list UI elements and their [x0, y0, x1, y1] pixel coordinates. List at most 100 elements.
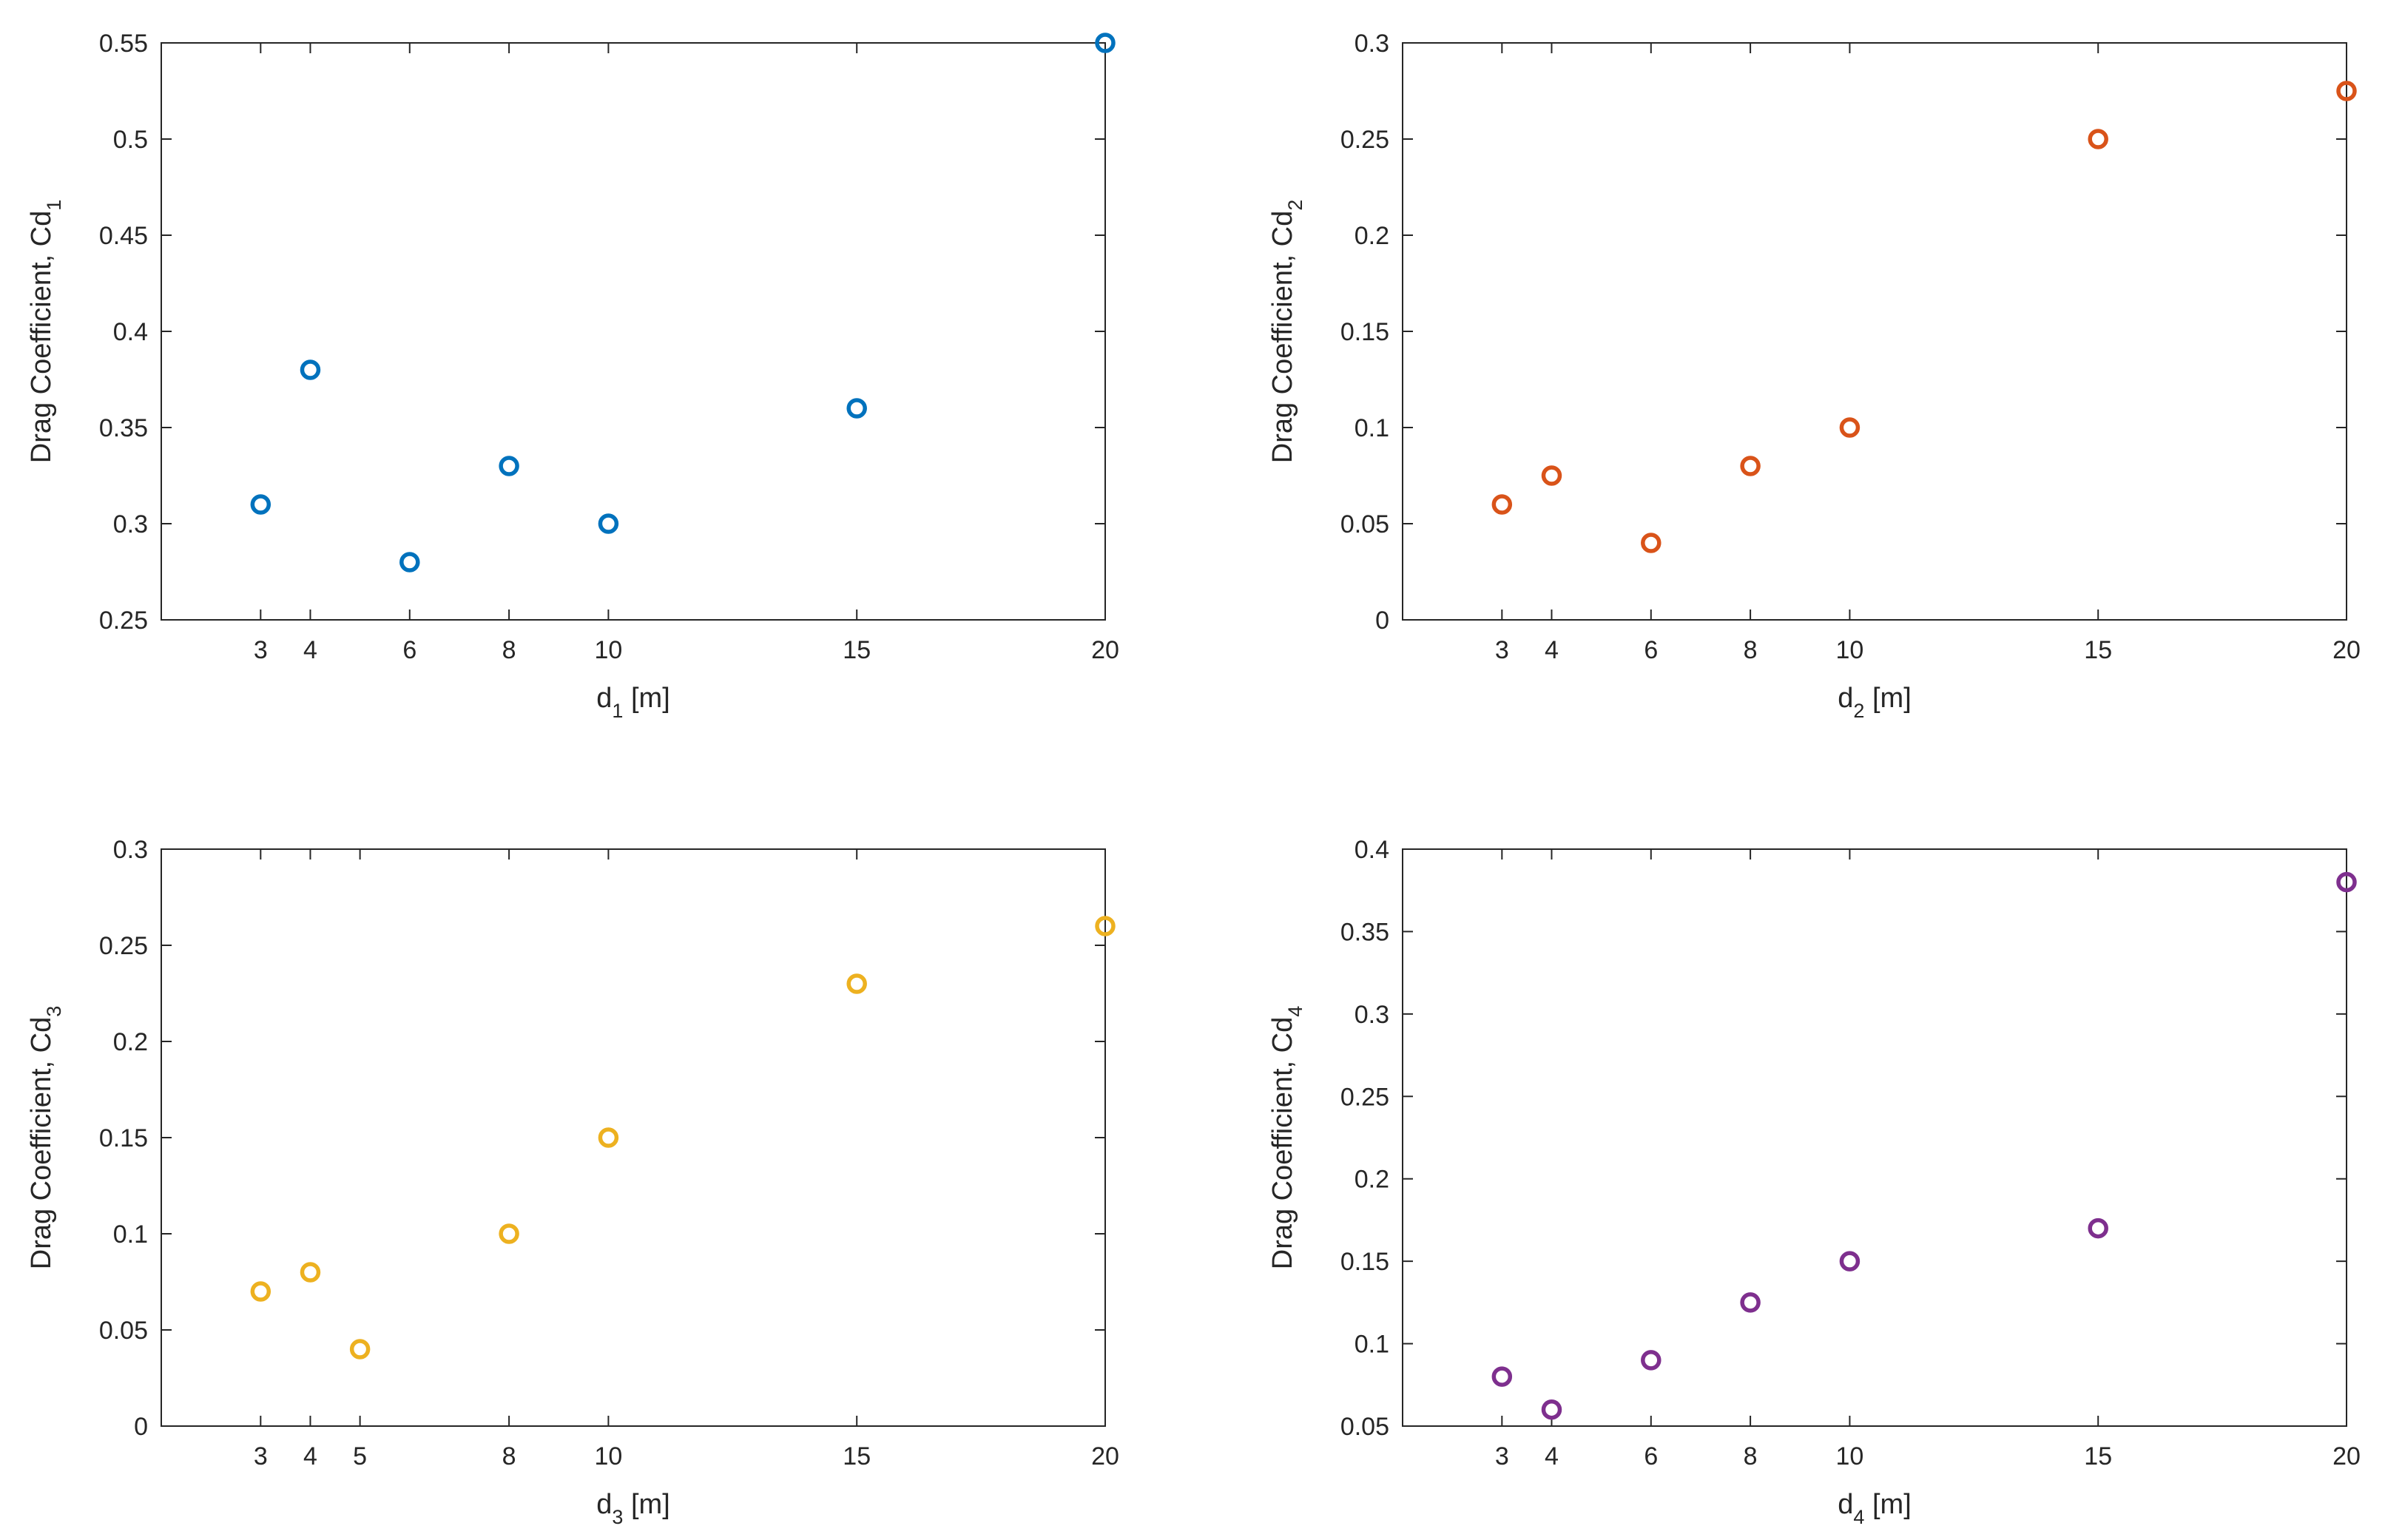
y-tick-label: 0.25 [99, 607, 148, 635]
y-axis-label: Drag Coefficient, Cd2 [1267, 200, 1306, 464]
y-tick-label: 0.25 [1340, 1083, 1389, 1111]
y-axis-label-base: Drag Coefficient, Cd [1267, 1017, 1298, 1269]
x-axis-label-base: d [1838, 1489, 1853, 1520]
data-point [2336, 81, 2357, 101]
data-point [846, 398, 867, 419]
x-tick-label: 8 [1744, 636, 1758, 664]
x-tick-label: 10 [1836, 1442, 1864, 1470]
y-tick-label: 0.3 [113, 510, 148, 538]
y-axis-label: Drag Coefficient, Cd3 [26, 1006, 65, 1270]
x-axis-label-base: d [596, 683, 612, 714]
data-point [349, 1339, 371, 1360]
x-tick-label: 5 [353, 1442, 367, 1470]
y-tick-label: 0.35 [99, 414, 148, 442]
x-tick-label: 10 [595, 636, 623, 664]
data-point [300, 1262, 321, 1283]
x-tick-label: 4 [1545, 636, 1559, 664]
y-tick-label: 0.35 [1340, 918, 1389, 946]
y-axis-label-subscript: 3 [43, 1006, 65, 1017]
data-point [1541, 1399, 1562, 1420]
x-tick-label: 10 [1836, 636, 1864, 664]
data-point [1641, 533, 1662, 553]
y-tick-label: 0.15 [1340, 1248, 1389, 1276]
y-axis-label-base: Drag Coefficient, Cd [26, 211, 57, 463]
x-tick-label: 15 [843, 636, 871, 664]
data-point [1740, 1292, 1761, 1313]
y-tick-label: 0.3 [1355, 30, 1389, 58]
x-axis-label: d3 [m] [596, 1489, 670, 1528]
y-tick-label: 0.4 [113, 318, 148, 346]
plot-area [1402, 42, 2347, 621]
y-axis-label-subscript: 2 [1284, 200, 1306, 211]
y-tick-label: 0.55 [99, 30, 148, 58]
y-axis-label-subscript: 1 [43, 200, 65, 211]
y-tick-label: 0.2 [1355, 222, 1389, 250]
x-axis-label: d2 [m] [1838, 683, 1912, 722]
x-axis-label-unit: [m] [1864, 1489, 1911, 1520]
x-tick-label: 3 [254, 636, 268, 664]
y-tick-label: 0.3 [113, 836, 148, 864]
y-tick-label: 0.25 [99, 932, 148, 960]
data-point [2088, 129, 2108, 149]
x-tick-label: 6 [1644, 636, 1658, 664]
data-point [598, 1127, 619, 1148]
x-tick-label: 15 [2084, 636, 2112, 664]
plot-area [1402, 848, 2347, 1427]
x-tick-label: 6 [1644, 1442, 1658, 1470]
data-point [1491, 1366, 1513, 1387]
y-tick-label: 0 [134, 1413, 148, 1441]
x-tick-label: 6 [402, 636, 416, 664]
y-tick-label: 0.15 [1340, 318, 1389, 346]
data-point [1641, 1350, 1662, 1371]
x-tick-label: 10 [595, 1442, 623, 1470]
y-axis-label-subscript: 4 [1284, 1006, 1306, 1017]
x-tick-label: 20 [1091, 636, 1119, 664]
x-axis-label-subscript: 3 [612, 1506, 623, 1528]
x-tick-label: 8 [1744, 1442, 1758, 1470]
data-point [846, 973, 867, 994]
data-point [250, 1281, 271, 1302]
y-tick-label: 0.4 [1355, 836, 1389, 864]
data-point [598, 513, 619, 534]
x-tick-label: 3 [1495, 636, 1509, 664]
data-point [300, 359, 321, 380]
data-point [1491, 494, 1513, 515]
data-point [1541, 465, 1562, 486]
data-point [1095, 33, 1116, 53]
data-point [2336, 871, 2357, 893]
data-point [250, 494, 271, 515]
x-tick-label: 20 [2332, 636, 2361, 664]
x-axis-label-subscript: 1 [612, 700, 623, 722]
y-axis-label: Drag Coefficient, Cd4 [1267, 1006, 1306, 1270]
plot-area [161, 848, 1106, 1427]
x-tick-label: 4 [303, 1442, 317, 1470]
x-tick-label: 8 [502, 636, 516, 664]
x-tick-label: 4 [1545, 1442, 1559, 1470]
x-axis-label-base: d [596, 1489, 612, 1520]
y-tick-label: 0.1 [1355, 414, 1389, 442]
y-tick-label: 0.25 [1340, 126, 1389, 154]
x-axis-label: d1 [m] [596, 683, 670, 722]
data-point [499, 456, 519, 476]
y-tick-label: 0.05 [99, 1317, 148, 1345]
x-axis-label-unit: [m] [1864, 683, 1911, 714]
y-axis-label: Drag Coefficient, Cd1 [26, 200, 65, 464]
data-point [1839, 1251, 1861, 1271]
data-point [1095, 916, 1116, 936]
y-tick-label: 0.1 [1355, 1331, 1389, 1359]
x-axis-label: d4 [m] [1838, 1489, 1912, 1528]
data-point [1740, 456, 1761, 476]
y-tick-label: 0.3 [1355, 1001, 1389, 1029]
x-tick-label: 3 [254, 1442, 268, 1470]
x-axis-label-base: d [1838, 683, 1853, 714]
data-point [399, 552, 420, 573]
y-axis-label-base: Drag Coefficient, Cd [26, 1017, 57, 1269]
y-axis-label-base: Drag Coefficient, Cd [1267, 211, 1298, 463]
y-tick-label: 0.45 [99, 222, 148, 250]
x-tick-label: 15 [2084, 1442, 2112, 1470]
x-axis-label-unit: [m] [623, 1489, 669, 1520]
x-tick-label: 15 [843, 1442, 871, 1470]
